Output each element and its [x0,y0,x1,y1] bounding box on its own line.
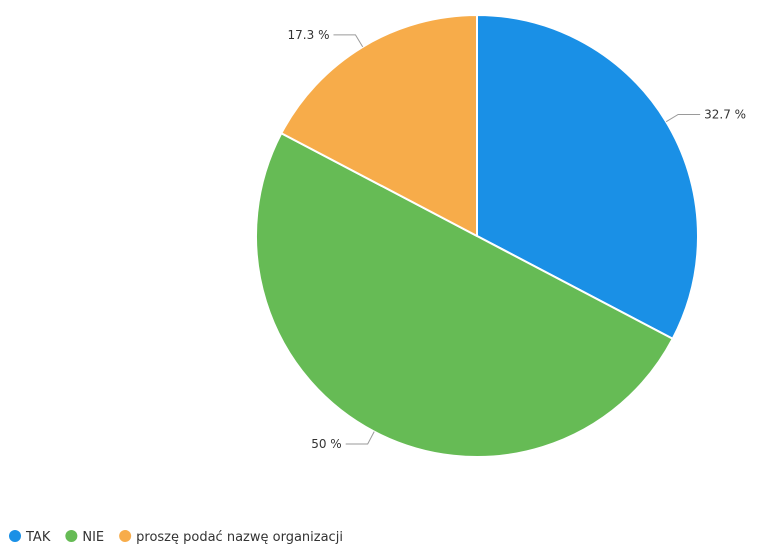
legend-marker-nie [65,530,78,542]
legend-marker-tak [9,530,21,542]
leader-line-organizacja [333,34,364,48]
leader-line-tak [665,113,701,123]
legend-item-organizacja[interactable]: proszę podać nazwę organizacji [119,530,343,545]
legend-label-tak: TAK [25,530,51,545]
pie-slices [255,14,699,458]
legend-item-nie[interactable]: NIE [65,530,104,545]
data-label-nie: 50 % [311,437,342,451]
leader-line-nie [345,431,375,445]
pie-slice-organizacja[interactable] [280,14,478,237]
label-leader-lines [333,34,701,445]
data-label-tak: 32.7 % [704,107,746,121]
pie-slice-tak[interactable] [476,14,699,340]
pie-slice-nie[interactable] [255,132,674,458]
legend-item-tak[interactable]: TAK [9,530,51,545]
legend-label-nie: NIE [82,530,104,545]
legend-label-organizacja: proszę podać nazwę organizacji [136,530,343,545]
legend: TAK NIE proszę podać nazwę organizacji [9,530,343,545]
data-label-organizacja: 17.3 % [288,28,330,42]
data-labels: 32.7 % 50 % 17.3 % [288,28,747,451]
legend-marker-organizacja [119,530,132,542]
